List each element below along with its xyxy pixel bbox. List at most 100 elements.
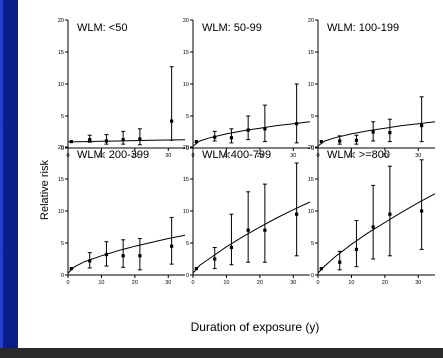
x-tick-label: 0: [191, 280, 194, 286]
data-point: [388, 212, 392, 216]
x-tick-label: 30: [290, 280, 296, 286]
data-point: [319, 267, 323, 271]
panel-title: WLM: >=800: [327, 149, 390, 161]
data-point: [338, 260, 342, 264]
x-tick-label: 10: [223, 153, 229, 159]
y-tick-label: 5: [311, 241, 314, 247]
x-tick-label: 20: [257, 280, 263, 286]
y-tick-label: 20: [308, 145, 314, 151]
panel-title: WLM:400-799: [202, 149, 271, 161]
x-tick-label: 20: [257, 153, 263, 159]
x-tick-label: 30: [415, 153, 421, 159]
panel-title: WLM: 100-199: [327, 22, 399, 34]
y-tick-label: 15: [308, 50, 314, 56]
data-point: [194, 267, 198, 271]
data-point: [88, 259, 92, 263]
data-point: [371, 130, 375, 134]
data-point: [104, 139, 109, 143]
fit-curve: [67, 139, 186, 143]
data-point: [354, 138, 359, 142]
y-axis-label: Relative risk: [39, 160, 51, 220]
y-tick-label: 0: [61, 146, 64, 152]
data-point: [338, 139, 342, 143]
data-point: [170, 119, 174, 123]
x-tick-label: 20: [382, 280, 388, 286]
data-point: [295, 122, 299, 126]
y-tick-label: 5: [186, 241, 189, 247]
y-tick-label: 5: [186, 114, 189, 120]
data-point: [246, 228, 250, 232]
fit-curve: [67, 234, 186, 274]
data-point: [194, 140, 198, 144]
y-tick-label: 0: [61, 273, 64, 279]
data-point: [263, 127, 267, 131]
x-tick-label: 0: [66, 280, 69, 286]
y-tick-label: 20: [308, 18, 314, 24]
data-point: [104, 252, 109, 257]
x-tick-label: 20: [382, 153, 388, 159]
y-tick-label: 10: [183, 209, 189, 215]
data-point: [295, 212, 299, 216]
x-tick-label: 30: [165, 280, 171, 286]
y-tick-label: 0: [186, 146, 189, 152]
x-tick-label: 0: [316, 280, 319, 286]
data-point: [388, 131, 392, 135]
data-point: [88, 138, 92, 142]
data-point: [371, 225, 375, 229]
x-tick-label: 10: [98, 280, 104, 286]
x-tick-label: 10: [223, 280, 229, 286]
y-tick-label: 15: [183, 50, 189, 56]
data-point: [246, 128, 250, 132]
data-point: [213, 257, 217, 261]
x-tick-label: 30: [415, 280, 421, 286]
x-tick-label: 20: [132, 153, 138, 159]
y-tick-label: 0: [311, 273, 314, 279]
y-tick-label: 0: [311, 146, 314, 152]
y-tick-label: 10: [58, 82, 64, 88]
bottom-strip: [0, 348, 443, 358]
data-point: [229, 245, 234, 250]
data-point: [354, 247, 359, 251]
fit-curve: [192, 121, 311, 147]
y-tick-label: 5: [61, 114, 64, 120]
y-tick-label: 10: [308, 82, 314, 88]
data-point: [229, 136, 234, 140]
data-point: [138, 254, 142, 258]
x-tick-label: 10: [348, 153, 354, 159]
y-tick-label: 20: [58, 18, 64, 24]
x-axis-label: Duration of exposure (y): [191, 320, 320, 334]
data-point: [263, 228, 267, 232]
y-tick-label: 10: [183, 82, 189, 88]
y-tick-label: 15: [58, 50, 64, 56]
data-point: [420, 124, 424, 128]
y-tick-label: 5: [61, 241, 64, 247]
y-tick-label: 10: [308, 209, 314, 215]
x-tick-label: 20: [132, 280, 138, 286]
data-point: [121, 254, 125, 258]
x-tick-label: 30: [165, 153, 171, 159]
data-point: [319, 140, 323, 144]
data-point: [213, 135, 217, 139]
data-point: [121, 138, 125, 142]
fit-curve: [317, 193, 436, 274]
y-tick-label: 20: [58, 145, 64, 151]
y-tick-label: 20: [183, 145, 189, 151]
y-tick-label: 15: [308, 177, 314, 183]
y-tick-label: 15: [183, 177, 189, 183]
x-tick-label: 10: [98, 153, 104, 159]
fit-curve: [317, 121, 436, 147]
panel-title: WLM: 50-99: [202, 22, 262, 34]
fit-curve: [192, 201, 311, 274]
y-tick-label: 15: [58, 177, 64, 183]
y-tick-label: 5: [311, 114, 314, 120]
y-tick-label: 10: [58, 209, 64, 215]
data-point: [420, 209, 424, 213]
data-point: [170, 244, 174, 248]
data-point: [138, 137, 142, 141]
